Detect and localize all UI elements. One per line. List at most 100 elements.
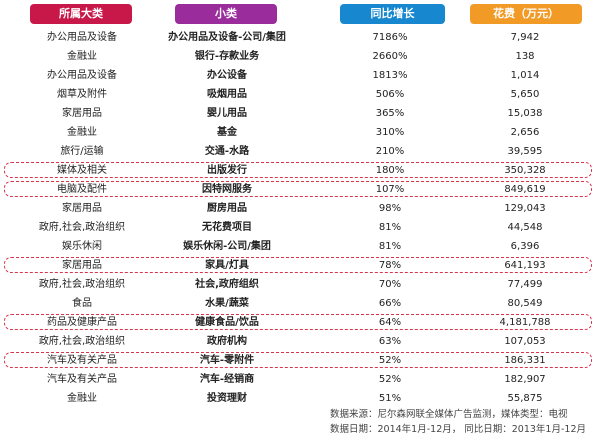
subcategory-cell: 家具/灯具 (205, 260, 249, 271)
category-cell: 家居用品 (62, 260, 102, 271)
table-row: 金融业 投资理财 51% 55,875 (0, 389, 600, 408)
table-row: 汽车及有关产品 汽车-经销商 52% 182,907 (0, 370, 600, 389)
category-cell: 药品及健康产品 (47, 317, 117, 328)
table-row: 娱乐休闲 娱乐休闲-公司/集团 81% 6,396 (0, 237, 600, 256)
subcategory-cell: 汽车-零附件 (199, 355, 255, 366)
category-cell: 金融业 (67, 51, 97, 62)
category-cell: 媒体及相关 (57, 165, 107, 176)
growth-cell: 81% (378, 241, 402, 252)
table-row: 金融业 基金 310% 2,656 (0, 123, 600, 142)
growth-cell: 107% (375, 184, 405, 195)
yoy-growth-header: 同比增长 (340, 4, 445, 24)
category-cell: 家居用品 (62, 108, 102, 119)
growth-cell: 51% (378, 393, 402, 404)
table-row: 政府,社会,政治组织 无花费项目 81% 44,548 (0, 218, 600, 237)
spend-cell: 641,193 (504, 260, 546, 271)
spend-header: 花费（万元） (470, 4, 582, 24)
growth-cell: 78% (378, 260, 402, 271)
subcategory-cell: 办公设备 (207, 70, 247, 81)
table-row: 办公用品及设备 办公用品及设备-公司/集团 7186% 7,942 (0, 28, 600, 47)
category-cell: 办公用品及设备 (47, 32, 117, 43)
growth-cell: 66% (378, 298, 402, 309)
table-row: 家居用品 家具/灯具 78% 641,193 (0, 256, 600, 275)
subcategory-cell: 银行-存款业务 (194, 51, 260, 62)
category-header: 所属大类 (30, 4, 132, 24)
spend-cell: 2,656 (510, 127, 540, 138)
spend-cell: 129,043 (504, 203, 546, 214)
growth-cell: 310% (375, 127, 405, 138)
subcategory-cell: 社会,政府组织 (195, 279, 259, 290)
category-cell: 旅行/运输 (60, 146, 104, 157)
spend-cell: 849,619 (504, 184, 546, 195)
subcategory-cell: 办公用品及设备-公司/集团 (168, 32, 286, 43)
table-row: 电脑及配件 因特网服务 107% 849,619 (0, 180, 600, 199)
spend-cell: 350,328 (504, 165, 546, 176)
spend-cell: 6,396 (510, 241, 540, 252)
row-highlight-outline (4, 257, 592, 273)
spend-cell: 107,053 (504, 336, 546, 347)
subcategory-cell: 水果/蔬菜 (205, 298, 249, 309)
category-cell: 政府,社会,政治组织 (38, 279, 126, 290)
category-cell: 娱乐休闲 (62, 241, 102, 252)
subcategory-cell: 投资理财 (207, 393, 247, 404)
subcategory-cell: 吸烟用品 (207, 89, 247, 100)
table-row: 药品及健康产品 健康食品/饮品 64% 4,181,788 (0, 313, 600, 332)
table-row: 家居用品 婴儿用品 365% 15,038 (0, 104, 600, 123)
category-cell: 烟草及附件 (57, 89, 107, 100)
growth-cell: 70% (378, 279, 402, 290)
table-row: 旅行/运输 交通-水路 210% 39,595 (0, 142, 600, 161)
category-cell: 办公用品及设备 (47, 70, 117, 81)
subcategory-cell: 健康食品/饮品 (195, 317, 259, 328)
growth-cell: 64% (378, 317, 402, 328)
row-highlight-outline (4, 352, 592, 368)
growth-cell: 63% (378, 336, 402, 347)
subcategory-cell: 政府机构 (207, 336, 247, 347)
growth-cell: 81% (378, 222, 402, 233)
spend-cell: 80,549 (507, 298, 543, 309)
growth-cell: 1813% (372, 70, 408, 81)
spend-cell: 186,331 (504, 355, 546, 366)
growth-cell: 2660% (372, 51, 408, 62)
spend-cell: 55,875 (507, 393, 543, 404)
row-highlight-outline (4, 181, 592, 197)
spend-cell: 39,595 (507, 146, 543, 157)
category-cell: 政府,社会,政治组织 (38, 336, 126, 347)
subcategory-cell: 汽车-经销商 (199, 374, 255, 385)
spend-cell: 7,942 (510, 32, 540, 43)
growth-cell: 506% (375, 89, 405, 100)
table-row: 烟草及附件 吸烟用品 506% 5,650 (0, 85, 600, 104)
subcategory-cell: 因特网服务 (202, 184, 252, 195)
category-cell: 食品 (72, 298, 92, 309)
spend-cell: 1,014 (510, 70, 540, 81)
table-row: 家居用品 厨房用品 98% 129,043 (0, 199, 600, 218)
table-row: 政府,社会,政治组织 社会,政府组织 70% 77,499 (0, 275, 600, 294)
category-cell: 家居用品 (62, 203, 102, 214)
growth-cell: 180% (375, 165, 405, 176)
spend-cell: 15,038 (507, 108, 543, 119)
category-cell: 金融业 (67, 127, 97, 138)
growth-cell: 365% (375, 108, 405, 119)
table-row: 汽车及有关产品 汽车-零附件 52% 186,331 (0, 351, 600, 370)
category-cell: 金融业 (67, 393, 97, 404)
spend-cell: 4,181,788 (499, 317, 551, 328)
subcategory-cell: 交通-水路 (204, 146, 250, 157)
spend-cell: 44,548 (507, 222, 543, 233)
subcategory-cell: 无花费项目 (202, 222, 252, 233)
row-highlight-outline (4, 162, 592, 178)
table-header: 所属大类 小类 同比增长 花费（万元） (0, 4, 600, 26)
table-body: 办公用品及设备 办公用品及设备-公司/集团 7186% 7,942 金融业 银行-存款业务… (0, 28, 600, 408)
category-cell: 汽车及有关产品 (47, 374, 117, 385)
growth-cell: 7186% (372, 32, 408, 43)
subcategory-cell: 出版发行 (207, 165, 247, 176)
growth-cell: 52% (378, 355, 402, 366)
growth-cell: 210% (375, 146, 405, 157)
table-row: 办公用品及设备 办公设备 1813% 1,014 (0, 66, 600, 85)
growth-cell: 52% (378, 374, 402, 385)
table-row: 金融业 银行-存款业务 2660% 138 (0, 47, 600, 66)
table-row: 媒体及相关 出版发行 180% 350,328 (0, 161, 600, 180)
category-cell: 电脑及配件 (57, 184, 107, 195)
subcategory-cell: 厨房用品 (207, 203, 247, 214)
table-row: 政府,社会,政治组织 政府机构 63% 107,053 (0, 332, 600, 351)
subcategory-cell: 基金 (217, 127, 237, 138)
category-cell: 汽车及有关产品 (47, 355, 117, 366)
